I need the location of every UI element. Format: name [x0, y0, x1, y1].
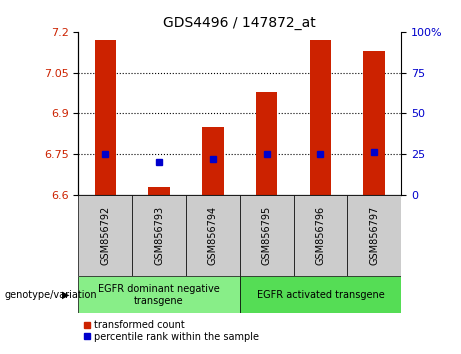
Bar [256, 92, 278, 195]
Bar [310, 40, 331, 195]
Text: GSM856792: GSM856792 [100, 206, 110, 265]
Text: genotype/variation: genotype/variation [5, 290, 97, 300]
Text: GSM856795: GSM856795 [261, 206, 272, 265]
Text: GSM856796: GSM856796 [315, 206, 325, 265]
Text: GSM856794: GSM856794 [208, 206, 218, 265]
Bar [132, 195, 186, 276]
Bar [78, 195, 132, 276]
Bar [240, 276, 401, 313]
Text: GDS4496 / 147872_at: GDS4496 / 147872_at [163, 16, 316, 30]
Bar [347, 195, 401, 276]
Text: EGFR activated transgene: EGFR activated transgene [256, 290, 384, 300]
Bar [78, 276, 240, 313]
Text: EGFR dominant negative
transgene: EGFR dominant negative transgene [98, 284, 220, 306]
Bar [294, 195, 347, 276]
Text: ▶: ▶ [62, 290, 69, 300]
Bar [95, 40, 116, 195]
Bar [202, 127, 224, 195]
Bar [363, 51, 385, 195]
Text: GSM856793: GSM856793 [154, 206, 164, 265]
Bar [240, 195, 294, 276]
Bar [186, 195, 240, 276]
Bar [148, 187, 170, 195]
Text: GSM856797: GSM856797 [369, 206, 379, 265]
Legend: transformed count, percentile rank within the sample: transformed count, percentile rank withi… [83, 320, 259, 342]
